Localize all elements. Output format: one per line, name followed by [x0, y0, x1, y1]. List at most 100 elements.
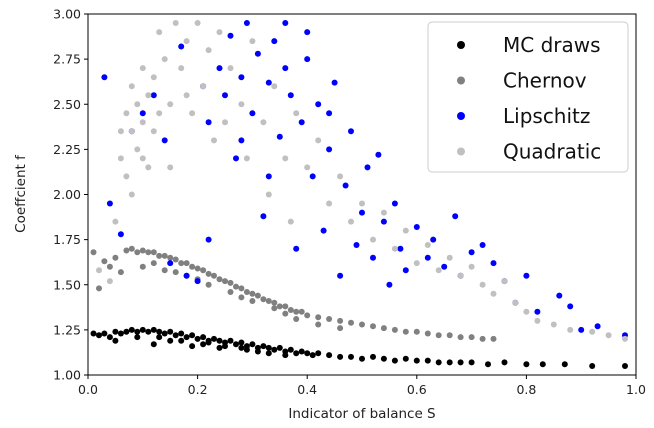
series-chernov	[90, 245, 497, 342]
data-point	[337, 353, 344, 360]
data-point	[205, 339, 212, 346]
data-point	[194, 335, 201, 342]
x-tick-label: 0.4	[297, 382, 317, 397]
data-point	[304, 164, 311, 171]
data-point	[112, 328, 119, 335]
data-point	[265, 344, 272, 351]
data-point	[243, 346, 250, 353]
data-point	[287, 307, 294, 313]
data-point	[402, 328, 409, 335]
data-point	[101, 258, 108, 265]
data-point	[134, 334, 141, 341]
data-point	[238, 285, 245, 292]
data-point	[282, 352, 289, 359]
x-tick-label: 0.6	[407, 382, 427, 397]
data-point	[139, 326, 146, 333]
data-point	[227, 65, 234, 72]
data-point	[167, 337, 174, 344]
data-point	[446, 332, 453, 339]
data-point	[457, 334, 464, 341]
data-point	[243, 20, 250, 26]
data-point	[589, 363, 596, 369]
data-point	[128, 83, 135, 90]
data-point	[227, 289, 234, 295]
data-point	[260, 119, 267, 126]
chart-legend: MC draws Chernov Lipschitz Quadratic	[427, 21, 629, 173]
data-point	[413, 357, 420, 364]
data-point	[265, 191, 272, 198]
data-point	[200, 83, 207, 90]
data-point	[112, 254, 119, 261]
data-point	[265, 298, 272, 304]
data-point	[309, 352, 316, 359]
data-point	[293, 245, 300, 252]
data-point	[589, 328, 596, 335]
data-point	[134, 249, 141, 256]
data-point	[446, 254, 453, 261]
data-point	[287, 92, 294, 99]
data-point	[123, 110, 130, 117]
data-point	[161, 330, 168, 337]
data-point	[183, 334, 190, 341]
data-point	[145, 249, 152, 256]
data-point	[189, 332, 196, 339]
data-point	[167, 328, 174, 335]
data-point	[172, 269, 179, 276]
x-tick-label: 0.0	[78, 382, 98, 397]
data-point	[567, 303, 574, 310]
data-point	[172, 256, 179, 263]
data-point	[315, 137, 322, 144]
data-point	[468, 359, 475, 366]
data-point	[260, 343, 267, 350]
data-point	[485, 361, 491, 368]
data-point	[161, 267, 168, 274]
data-point	[178, 43, 185, 50]
data-point	[150, 341, 157, 348]
data-point	[112, 218, 119, 225]
data-point	[205, 236, 212, 243]
data-point	[605, 332, 612, 339]
data-point	[446, 359, 453, 366]
data-point	[123, 247, 130, 254]
data-point	[386, 281, 393, 288]
data-point	[424, 357, 431, 364]
data-point	[128, 128, 135, 135]
y-tick-label: 1.50	[53, 277, 81, 292]
data-point	[128, 326, 135, 333]
data-point	[326, 200, 333, 207]
data-point	[189, 263, 196, 270]
data-point	[194, 265, 201, 272]
data-point	[315, 101, 322, 108]
data-point	[271, 299, 278, 306]
data-point	[304, 29, 311, 36]
data-point	[183, 260, 190, 267]
data-point	[156, 252, 163, 259]
data-point	[183, 38, 190, 45]
data-point	[479, 242, 486, 248]
data-point	[441, 263, 448, 270]
legend-marker	[457, 76, 465, 85]
data-point	[139, 65, 146, 72]
data-point	[271, 38, 278, 45]
data-point	[233, 155, 239, 162]
data-point	[534, 317, 541, 324]
data-point	[293, 350, 300, 357]
data-point	[145, 92, 152, 99]
data-point	[326, 316, 333, 322]
data-point	[271, 346, 278, 353]
data-point	[298, 348, 305, 355]
data-point	[238, 74, 245, 81]
data-point	[178, 260, 185, 267]
data-point	[391, 200, 398, 207]
data-point	[205, 119, 212, 126]
data-point	[227, 279, 234, 286]
data-point	[238, 101, 245, 108]
data-point	[622, 363, 628, 369]
data-point	[293, 316, 300, 322]
data-point	[534, 308, 541, 315]
data-point	[359, 200, 365, 207]
data-points	[90, 20, 628, 369]
data-point	[134, 328, 141, 335]
data-point	[205, 270, 212, 277]
data-point	[150, 74, 157, 81]
